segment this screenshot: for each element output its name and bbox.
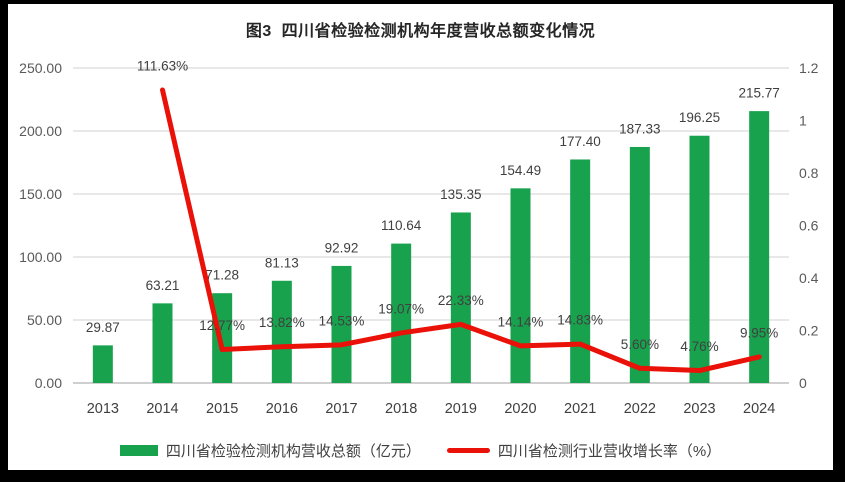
x-axis-label-2018: 2018	[385, 401, 417, 417]
growth-rate-label-2024: 9.95%	[740, 325, 778, 340]
chart-legend: 四川省检验检测机构营收总额（亿元） 四川省检测行业营收增长率（%）	[8, 440, 833, 460]
growth-rate-label-2021: 14.83%	[557, 313, 603, 328]
growth-rate-label-2014: 111.63%	[137, 58, 188, 73]
x-axis-label-2016: 2016	[266, 401, 298, 417]
x-axis-label-2014: 2014	[146, 401, 178, 417]
bar-2021	[570, 159, 591, 383]
growth-rate-label-2016: 13.82%	[259, 315, 305, 330]
x-axis-label-2017: 2017	[325, 401, 357, 417]
chart-title: 图3 四川省检验检测机构年度营收总额变化情况	[245, 23, 596, 40]
bar-2017	[331, 265, 352, 383]
x-axis-label-2019: 2019	[445, 401, 477, 417]
bar-value-label-2014: 63.21	[146, 278, 180, 293]
right-axis-tick: 0.4	[799, 270, 819, 286]
right-axis-tick: 0.8	[799, 165, 819, 181]
bar-2019	[450, 212, 471, 383]
growth-rate-label-2023: 4.76%	[680, 339, 718, 354]
left-axis-tick: 50.00	[27, 312, 62, 328]
growth-rate-label-2020: 14.14%	[498, 314, 544, 329]
x-axis-label-2024: 2024	[743, 401, 775, 417]
bar-2014	[152, 303, 173, 383]
left-axis-tick: 200.00	[19, 123, 62, 139]
right-axis-tick: 0.2	[799, 323, 819, 339]
growth-rate-label-2017: 14.53%	[319, 313, 365, 328]
bar-value-label-2021: 177.40	[560, 134, 601, 149]
x-axis-label-2022: 2022	[624, 401, 656, 417]
x-axis-label-2020: 2020	[504, 401, 536, 417]
bar-2018	[391, 243, 412, 383]
bar-value-label-2018: 110.64	[381, 218, 422, 233]
bar-2022	[629, 146, 650, 383]
growth-rate-label-2015: 12.77%	[199, 318, 245, 333]
line-series-swatch-icon	[446, 447, 490, 453]
bar-value-label-2024: 215.77	[739, 86, 780, 101]
bar-value-label-2017: 92.92	[325, 240, 359, 255]
bar-2016	[271, 280, 292, 383]
bar-2024	[749, 111, 770, 384]
bar-2020	[510, 188, 531, 383]
growth-rate-label-2022: 5.60%	[621, 337, 659, 352]
growth-rate-label-2019: 22.33%	[438, 293, 484, 308]
left-axis-tick: 150.00	[19, 186, 62, 202]
x-axis-label-2013: 2013	[87, 401, 119, 417]
left-axis-tick: 0.00	[35, 375, 62, 391]
bar-value-label-2016: 81.13	[265, 255, 299, 270]
bar-value-label-2013: 29.87	[86, 320, 120, 335]
chart-canvas: 图3 四川省检验检测机构年度营收总额变化情况 0.00 50.00 100.00 15…	[8, 4, 833, 470]
bar-2023	[689, 135, 710, 383]
right-axis-tick: 0	[799, 375, 807, 391]
bar-value-label-2020: 154.49	[500, 163, 541, 178]
x-axis-label-2023: 2023	[683, 401, 715, 417]
right-axis-tick: 1	[799, 113, 807, 129]
bar-series-legend-label: 四川省检验检测机构营收总额（亿元）	[165, 442, 421, 460]
bar-value-label-2022: 187.33	[619, 121, 660, 136]
right-axis-tick: 1.2	[799, 60, 819, 76]
left-axis-tick: 100.00	[19, 249, 62, 265]
growth-rate-line	[160, 87, 762, 374]
x-axis-label-2021: 2021	[564, 401, 596, 417]
x-axis-label-2015: 2015	[206, 401, 238, 417]
bar-series-swatch-icon	[119, 444, 158, 456]
bar-value-label-2019: 135.35	[440, 187, 481, 202]
bar-2015	[212, 293, 233, 383]
right-axis-tick: 0.6	[799, 218, 819, 234]
bar-value-label-2023: 196.25	[679, 110, 720, 125]
left-axis-tick: 250.00	[19, 60, 62, 76]
growth-rate-label-2018: 19.07%	[378, 301, 424, 316]
bar-value-label-2015: 71.28	[205, 268, 239, 283]
bar-2013	[92, 345, 113, 383]
line-series-legend-label: 四川省检测行业营收增长率（%）	[497, 442, 722, 460]
